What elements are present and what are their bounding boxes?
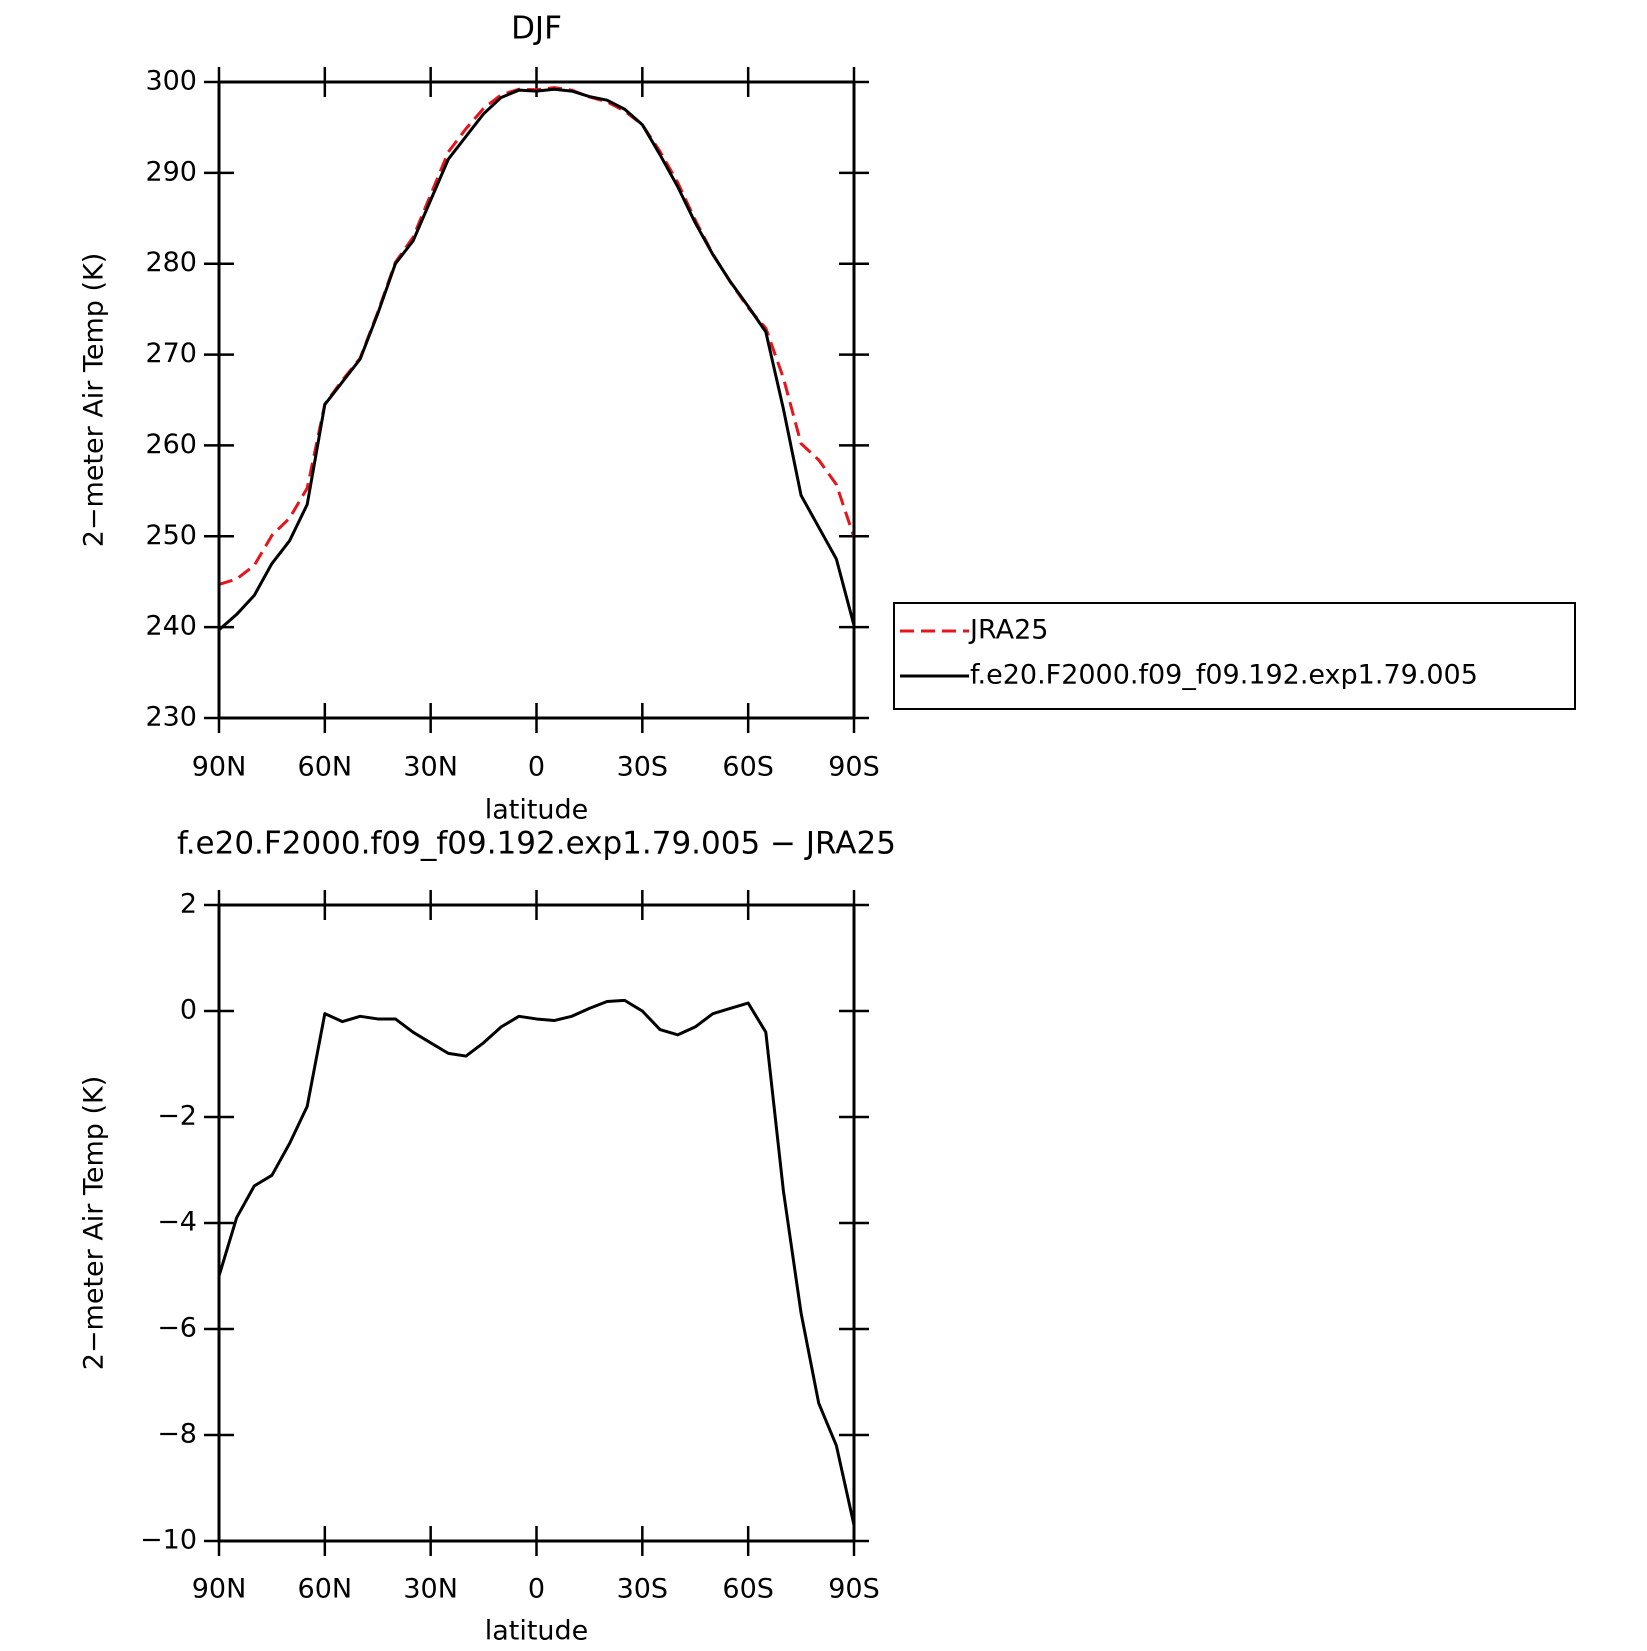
x-tick-label: 90N (192, 752, 247, 783)
y-axis-label: 2−meter Air Temp (K) (79, 1076, 110, 1371)
x-tick-label: 60N (298, 752, 353, 783)
plot-frame (217, 903, 856, 1543)
chart-title: DJF (511, 11, 562, 47)
x-tick-label: 60S (722, 752, 774, 783)
x-tick-label: 30N (403, 752, 458, 783)
y-tick-label: 300 (145, 66, 197, 97)
y-tick-label: −8 (157, 1419, 197, 1450)
x-tick-label: 0 (528, 1574, 545, 1605)
x-tick-label: 30S (617, 1574, 669, 1605)
y-tick-label: −6 (157, 1313, 197, 1344)
y-tick-label: 280 (145, 247, 197, 278)
data-line (218, 87, 856, 631)
y-tick-label: 260 (145, 429, 197, 460)
x-tick-label: 30S (617, 752, 669, 783)
x-tick-label: 60S (722, 1574, 774, 1605)
data-line (218, 86, 856, 586)
legend-label: f.e20.F2000.f09_f09.192.exp1.79.005 (970, 660, 1478, 691)
legend-box (893, 602, 1576, 710)
x-tick-label: 90S (828, 752, 880, 783)
x-axis-label: latitude (485, 1616, 589, 1647)
x-tick-label: 90N (192, 1574, 247, 1605)
x-tick-label: 60N (298, 1574, 353, 1605)
y-tick-label: 250 (145, 520, 197, 551)
y-tick-label: −10 (140, 1525, 197, 1556)
y-tick-label: −4 (157, 1207, 197, 1238)
y-tick-label: 2 (180, 889, 197, 920)
y-tick-label: 270 (145, 338, 197, 369)
x-tick-label: 30N (403, 1574, 458, 1605)
y-tick-label: 230 (145, 702, 197, 733)
x-axis-label: latitude (485, 795, 589, 826)
y-tick-label: 0 (180, 995, 197, 1026)
y-tick-label: 290 (145, 156, 197, 187)
legend-label: JRA25 (968, 615, 1048, 646)
data-line (217, 998, 856, 1526)
y-tick-label: 240 (145, 611, 197, 642)
chart-title: f.e20.F2000.f09_f09.192.exp1.79.005 − JR… (177, 826, 896, 862)
y-axis-label: 2−meter Air Temp (K) (79, 253, 110, 548)
plot-frame (217, 80, 856, 720)
y-tick-label: −2 (157, 1101, 197, 1132)
x-tick-label: 90S (828, 1574, 880, 1605)
x-tick-label: 0 (528, 752, 545, 783)
